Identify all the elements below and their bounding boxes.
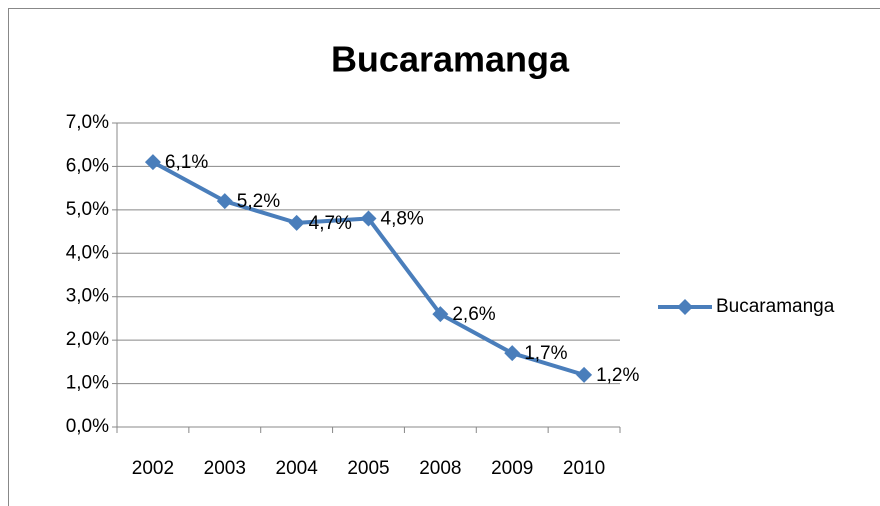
data-label: 2,6% xyxy=(452,304,495,325)
x-tick-label: 2009 xyxy=(491,458,533,479)
y-tick-label: 6,0% xyxy=(66,155,109,176)
data-label: 6,1% xyxy=(165,152,208,173)
chart-title: Bucaramanga xyxy=(331,39,570,80)
x-tick-label: 2005 xyxy=(347,458,389,479)
x-tick-label: 2010 xyxy=(563,458,605,479)
y-tick-label: 3,0% xyxy=(66,286,109,307)
legend-marker xyxy=(677,299,693,315)
chart-border xyxy=(8,8,880,506)
x-tick-label: 2003 xyxy=(204,458,246,479)
data-point xyxy=(504,345,521,362)
y-tick-label: 1,0% xyxy=(66,373,109,394)
data-point xyxy=(576,366,593,383)
data-label: 5,2% xyxy=(237,191,280,212)
legend-label: Bucaramanga xyxy=(716,296,835,317)
data-label: 4,7% xyxy=(309,213,352,234)
y-tick-label: 4,0% xyxy=(66,242,109,263)
data-label: 1,2% xyxy=(596,365,639,386)
data-point xyxy=(288,214,305,231)
data-point xyxy=(432,306,449,323)
x-tick-label: 2002 xyxy=(132,458,174,479)
data-label: 1,7% xyxy=(524,343,567,364)
x-tick-label: 2004 xyxy=(276,458,319,479)
data-line xyxy=(151,160,585,377)
data-point xyxy=(216,193,233,210)
data-point xyxy=(144,154,161,171)
y-tick-label: 5,0% xyxy=(66,199,109,220)
x-tick-label: 2008 xyxy=(419,458,461,479)
y-tick-label: 7,0% xyxy=(66,112,109,133)
data-label: 4,8% xyxy=(381,209,424,230)
y-tick-label: 0,0% xyxy=(66,416,109,437)
y-tick-label: 2,0% xyxy=(66,329,109,350)
data-point xyxy=(360,210,377,227)
